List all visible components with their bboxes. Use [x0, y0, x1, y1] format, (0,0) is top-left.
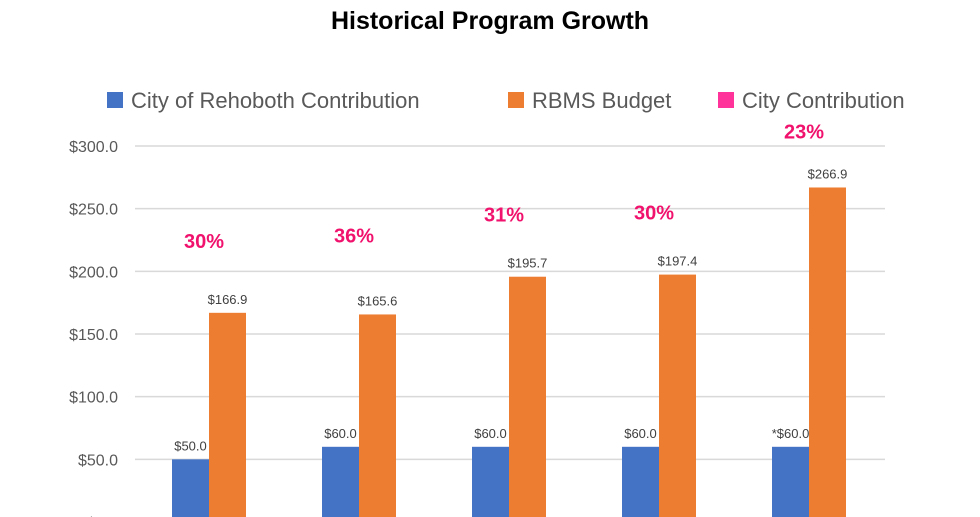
- bar-city-contribution: [472, 446, 509, 517]
- bar-rbms-budget: [659, 274, 696, 517]
- bar-city-contribution: [322, 446, 359, 517]
- bar-city-contribution: [172, 459, 209, 517]
- legend-swatch: [718, 92, 734, 108]
- city-contribution-pct-label: 36%: [334, 225, 374, 247]
- data-label: *$60.0: [772, 426, 810, 441]
- bar-rbms-budget: [509, 276, 546, 517]
- data-label: $60.0: [624, 426, 657, 441]
- legend-label: RBMS Budget: [532, 88, 671, 113]
- bar-rbms-budget: [809, 187, 846, 517]
- chart-title: Historical Program Growth: [331, 7, 649, 35]
- city-contribution-pct-label: 30%: [634, 203, 674, 225]
- y-tick-label: $300.0: [69, 139, 118, 156]
- data-label: $165.6: [358, 293, 398, 308]
- bars: [172, 187, 846, 517]
- bar-rbms-budget: [359, 314, 396, 517]
- data-label: $50.0: [174, 438, 207, 453]
- y-tick-label: $200.0: [69, 264, 118, 281]
- legend-label: City of Rehoboth Contribution: [131, 88, 420, 113]
- y-tick-label: $150.0: [69, 327, 118, 344]
- legend-label: City Contribution: [742, 88, 905, 113]
- legend: City of Rehoboth Contribution RBMS Budget…: [107, 88, 905, 113]
- bar-city-contribution: [772, 446, 809, 517]
- data-label: $60.0: [474, 426, 507, 441]
- bar-city-contribution: [622, 446, 659, 517]
- data-label: $266.9: [808, 166, 848, 181]
- y-tick-label: $0.0: [87, 515, 118, 517]
- y-tick-label: $100.0: [69, 390, 118, 407]
- city-contribution-pct-label: 23%: [784, 121, 824, 143]
- city-contribution-pct-label: 31%: [484, 205, 524, 227]
- y-axis: $0.0 $50.0 $100.0 $150.0 $200.0 $250.0 $300.0: [69, 139, 118, 517]
- data-label: $166.9: [208, 292, 248, 307]
- legend-swatch: [107, 92, 123, 108]
- city-contribution-pct-label: 30%: [184, 231, 224, 253]
- y-tick-label: $50.0: [78, 452, 118, 469]
- y-tick-label: $250.0: [69, 202, 118, 219]
- legend-swatch: [508, 92, 524, 108]
- data-label: $197.4: [658, 254, 698, 269]
- bar-rbms-budget: [209, 312, 246, 517]
- data-label: $195.7: [508, 256, 548, 271]
- data-labels: $50.0 $166.9 30% $60.0 $165.6 36% $60.0 $195.7 3…: [174, 121, 847, 453]
- data-label: $60.0: [324, 426, 357, 441]
